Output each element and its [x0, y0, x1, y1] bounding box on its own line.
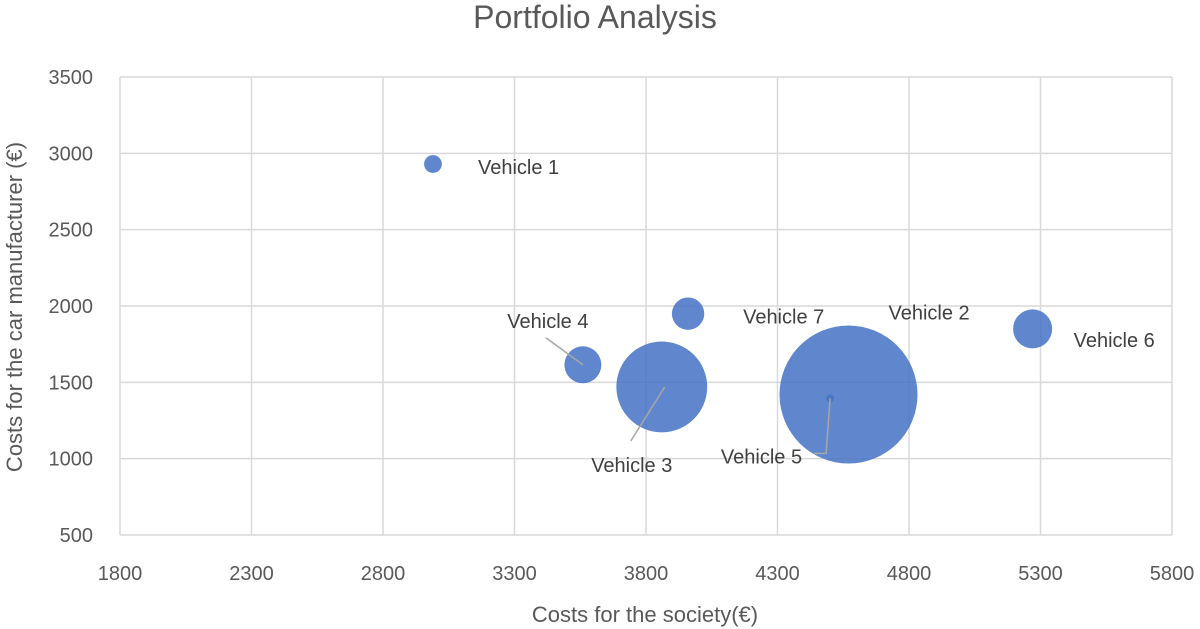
- x-axis-title: Costs for the society(€): [532, 602, 758, 627]
- data-label: Vehicle 5: [721, 446, 802, 468]
- leader-lines: [545, 337, 831, 455]
- x-tick-label: 2800: [361, 563, 406, 585]
- leader-line: [545, 337, 584, 366]
- y-tick-label: 2000: [49, 296, 94, 318]
- leader-line: [814, 398, 831, 455]
- data-label: Vehicle 3: [591, 455, 672, 477]
- chart-title: Portfolio Analysis: [473, 0, 717, 35]
- data-labels: Vehicle 1 Vehicle 2 Vehicle 3 Vehicle 4 Vehi…: [478, 157, 1155, 477]
- bubble-vehicle-1: [424, 155, 442, 173]
- data-label: Vehicle 4: [507, 311, 588, 333]
- y-tick-label: 3000: [49, 143, 94, 165]
- x-tick-label: 2300: [229, 563, 274, 585]
- y-tick-label: 3500: [49, 67, 94, 89]
- data-label: Vehicle 7: [743, 307, 824, 329]
- tick-labels: 1800 2300 2800 3300 3800 4300 4800 5300 5800 500 1…: [49, 67, 1195, 585]
- data-label: Vehicle 6: [1074, 330, 1155, 352]
- bubble-vehicle-2: [779, 325, 918, 464]
- x-tick-label: 4800: [887, 563, 932, 585]
- y-tick-label: 500: [60, 525, 93, 547]
- y-axis-title: Costs for the car manufacturer (€): [2, 142, 27, 472]
- y-tick-label: 1000: [49, 449, 94, 471]
- data-label: Vehicle 1: [478, 157, 559, 179]
- x-tick-label: 4300: [755, 563, 800, 585]
- x-tick-label: 1800: [98, 563, 143, 585]
- bubble-vehicle-7: [671, 297, 705, 330]
- x-tick-label: 3800: [624, 563, 669, 585]
- bubbles: [424, 155, 1053, 464]
- data-label: Vehicle 2: [889, 303, 970, 325]
- x-tick-label: 5300: [1018, 563, 1063, 585]
- x-tick-label: 3300: [492, 563, 537, 585]
- grid-lines: [119, 76, 1173, 536]
- leader-line: [630, 386, 666, 442]
- bubble-vehicle-3: [616, 341, 708, 433]
- bubble-vehicle-6: [1013, 309, 1053, 349]
- x-tick-label: 5800: [1150, 563, 1195, 585]
- y-tick-label: 1500: [49, 372, 94, 394]
- y-tick-label: 2500: [49, 220, 94, 242]
